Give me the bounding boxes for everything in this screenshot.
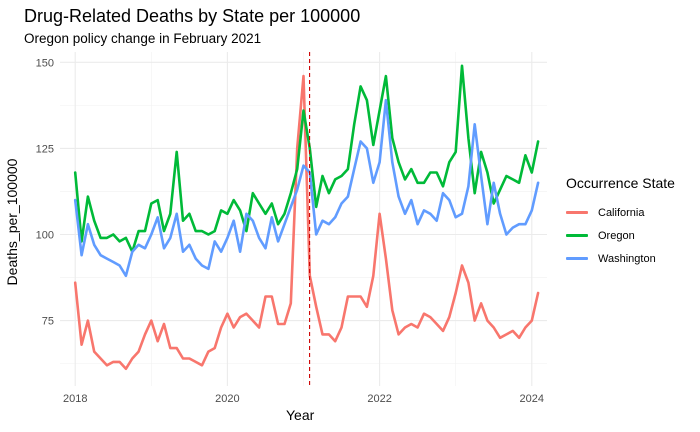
legend-swatch-washington <box>566 257 588 260</box>
x-tick-label: 2024 <box>520 393 544 405</box>
legend-label-oregon: Oregon <box>598 229 635 242</box>
y-tick-label: 150 <box>36 57 54 69</box>
legend-swatch-oregon <box>566 234 588 237</box>
legend-swatch-california <box>566 211 588 214</box>
legend: Occurrence State California Oregon Washi… <box>566 175 675 270</box>
legend-item-oregon: Oregon <box>566 224 675 247</box>
x-tick-label: 2020 <box>215 393 239 405</box>
series-line-oregon <box>73 64 540 253</box>
x-tick-label: 2022 <box>367 393 391 405</box>
chart-subtitle: Oregon policy change in February 2021 <box>24 31 262 46</box>
legend-item-california: California <box>566 201 675 224</box>
legend-label-california: California <box>598 206 645 219</box>
legend-title: Occurrence State <box>566 175 675 191</box>
legend-label-washington: Washington <box>598 252 656 265</box>
y-tick-label: 100 <box>36 229 54 241</box>
x-tick-label: 2018 <box>63 393 87 405</box>
legend-item-washington: Washington <box>566 247 675 270</box>
y-tick-label: 125 <box>36 143 54 155</box>
series-line-california <box>73 74 540 371</box>
chart-title: Drug-Related Deaths by State per 100000 <box>24 6 361 26</box>
y-tick-label: 75 <box>42 316 54 328</box>
series-line-washington <box>73 98 540 278</box>
x-axis-label: Year <box>286 407 315 423</box>
